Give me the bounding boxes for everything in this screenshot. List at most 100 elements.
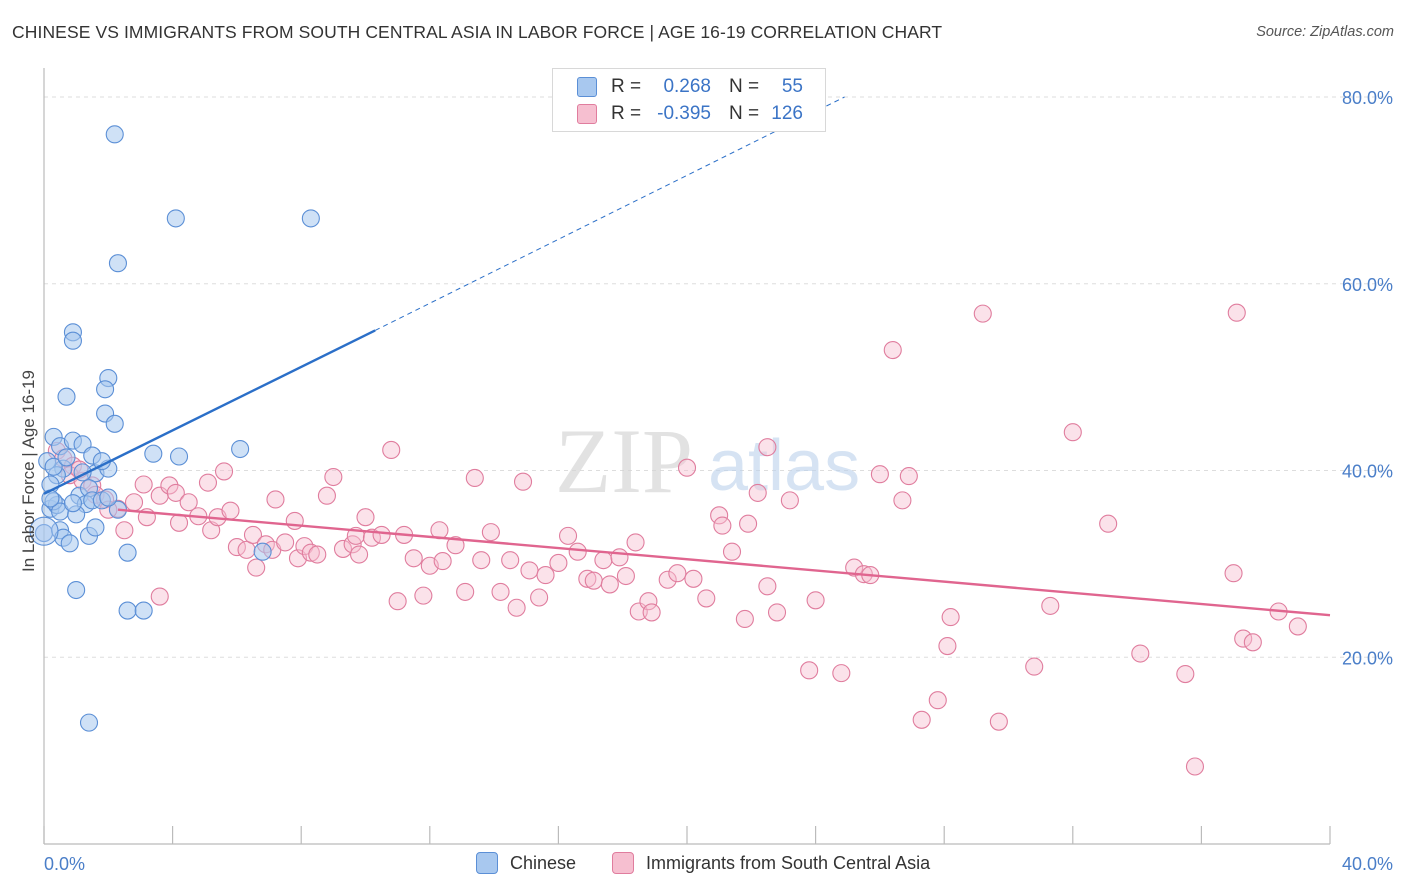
immigrants-point	[276, 533, 295, 552]
immigrants-point	[301, 543, 320, 562]
immigrants-point	[594, 551, 613, 570]
immigrants-point	[491, 582, 510, 601]
immigrants-point	[767, 603, 787, 622]
immigrants-point	[616, 566, 635, 586]
chinese-point	[301, 209, 320, 228]
chinese-legend-label: Chinese	[510, 852, 577, 873]
immigrants-point	[150, 587, 169, 606]
r-label: R =	[611, 103, 642, 124]
immigrants-point	[549, 553, 568, 572]
legend-row-chinese: R = 0.268 N = 55	[577, 75, 803, 99]
immigrants-point	[124, 493, 144, 512]
immigrants-point	[134, 475, 153, 494]
r-value: -0.395	[657, 103, 711, 124]
chinese-point	[79, 713, 99, 732]
immigrants-point	[558, 526, 578, 545]
chinese-point	[67, 580, 86, 600]
immigrants-point	[578, 569, 597, 588]
immigrants-point	[465, 468, 484, 488]
immigrants-point	[806, 591, 825, 610]
chinese-point	[169, 447, 189, 466]
y-tick-label: 60.0%	[1342, 275, 1393, 295]
immigrants-point	[169, 513, 189, 532]
immigrants-point	[481, 523, 500, 542]
immigrants-point	[333, 539, 353, 558]
chinese-point	[253, 542, 272, 561]
immigrants-point	[780, 491, 799, 510]
r-value: 0.268	[663, 76, 711, 97]
immigrants-point	[713, 516, 732, 535]
correlation-legend: R = 0.268 N = 55 R = -0.395 N = 126	[552, 68, 826, 132]
immigrants-point	[501, 551, 520, 570]
immigrants-point	[832, 664, 851, 683]
immigrants-point	[295, 537, 314, 556]
n-label: N =	[729, 103, 760, 124]
immigrants-point	[202, 521, 221, 540]
immigrants-point	[356, 508, 375, 527]
immigrants-point	[285, 511, 304, 530]
immigrants-point	[710, 506, 729, 525]
immigrants-point	[115, 521, 134, 540]
chinese-point	[29, 516, 59, 546]
immigrants-point	[456, 582, 475, 601]
chinese-points	[29, 125, 320, 732]
immigrants-point	[308, 545, 327, 564]
immigrants-point	[912, 710, 931, 729]
immigrants-point	[584, 571, 603, 590]
immigrants-point	[893, 491, 912, 510]
immigrants-point	[870, 465, 889, 484]
immigrants-point	[179, 493, 198, 512]
legend-item-immigrants: Immigrants from South Central Asia	[612, 852, 930, 874]
n-value: 126	[771, 103, 803, 124]
immigrants-point	[973, 304, 992, 323]
chinese-legend-swatch	[476, 852, 498, 874]
immigrants-point	[1176, 665, 1195, 684]
chinese-point	[63, 331, 82, 350]
immigrants-point	[758, 438, 777, 457]
immigrants-point	[350, 545, 369, 564]
chinese-point	[105, 125, 124, 144]
immigrants-point	[748, 483, 767, 502]
immigrants-point	[684, 569, 703, 588]
source-credit: Source: ZipAtlas.com	[1256, 24, 1394, 40]
immigrants-point	[626, 533, 645, 552]
y-tick-label: 80.0%	[1342, 88, 1393, 108]
immigrants-point	[317, 486, 336, 505]
immigrants-point	[1243, 633, 1262, 652]
chinese-point	[118, 601, 137, 620]
immigrants-point	[658, 570, 677, 589]
r-label: R =	[611, 76, 642, 97]
immigrants-point	[513, 472, 533, 491]
immigrants-point	[800, 661, 819, 680]
immigrants-point	[722, 542, 742, 561]
immigrants-point	[166, 483, 185, 502]
immigrants-point	[414, 586, 433, 605]
immigrants-point	[677, 458, 697, 477]
immigrants-point	[600, 575, 619, 594]
chinese-point	[144, 444, 163, 463]
immigrants-point	[520, 561, 539, 580]
y-tick-label: 40.0%	[1342, 462, 1393, 482]
chinese-point	[118, 543, 137, 562]
immigrants-point	[198, 473, 218, 492]
immigrants-point	[1227, 303, 1246, 322]
immigrants-point	[1099, 514, 1118, 533]
immigrants-point	[266, 490, 285, 509]
immigrants-legend-label: Immigrants from South Central Asia	[646, 852, 931, 873]
chinese-point	[96, 380, 115, 399]
chinese-trendline	[43, 329, 376, 495]
chinese-point	[99, 488, 118, 507]
immigrants-point	[568, 542, 587, 561]
immigrants-point	[928, 691, 947, 710]
immigrants-point	[883, 340, 902, 360]
chinese-point	[231, 439, 250, 459]
immigrants-point	[899, 467, 918, 486]
immigrants-point	[610, 548, 629, 567]
immigrants-legend-swatch	[612, 852, 634, 874]
watermark-zip: ZIP	[555, 410, 693, 512]
chinese-swatch	[577, 77, 597, 97]
immigrants-point	[1041, 596, 1060, 615]
series-legend: Chinese Immigrants from South Central As…	[0, 852, 1406, 878]
immigrants-point	[243, 525, 263, 544]
